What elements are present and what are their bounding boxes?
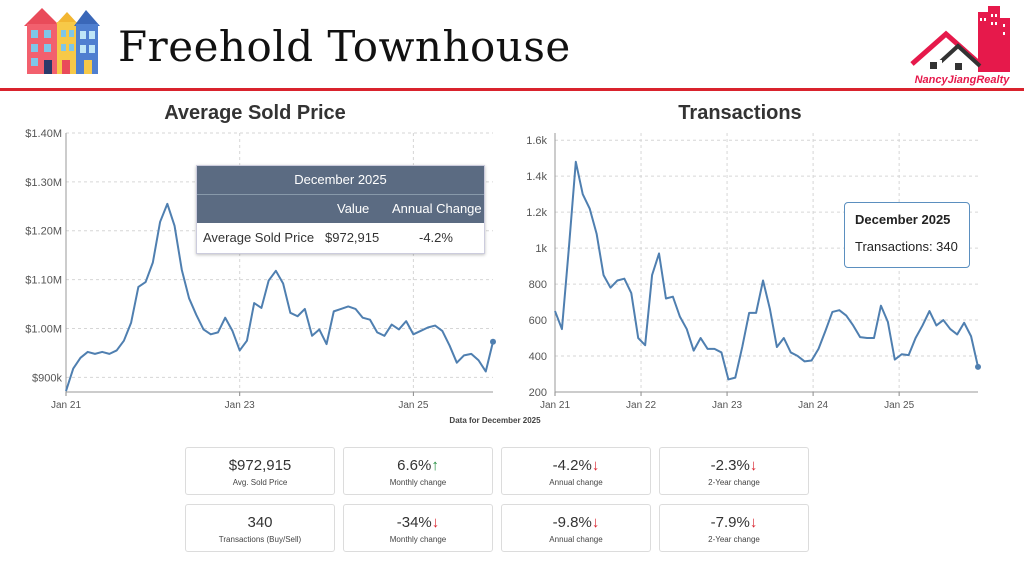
x-tick-label: Jan 22 xyxy=(626,400,656,411)
y-tick-label: $900k xyxy=(32,372,62,384)
realty-logo-icon xyxy=(910,6,1010,72)
logo-text: NancyJiangRealty xyxy=(914,74,1010,86)
tooltip-column-headers: Value Annual Change xyxy=(197,194,484,223)
stat-label: Monthly change xyxy=(389,535,447,544)
x-tick-label: Jan 21 xyxy=(51,400,81,411)
y-tick-label: 600 xyxy=(529,315,547,327)
y-tick-label: $1.00M xyxy=(25,323,62,335)
stat-value-text: 340 xyxy=(247,514,273,531)
stat-label: 2-Year change xyxy=(708,478,760,487)
stat-value-text: -7.9% xyxy=(710,514,750,531)
x-tick-label: Jan 23 xyxy=(225,400,255,411)
stat-value-text: -2.3% xyxy=(710,457,750,474)
stat-value-text: 6.6% xyxy=(397,457,432,474)
y-tick-label: 1.6k xyxy=(526,135,547,147)
stat-value: -9.8%↓ xyxy=(502,514,650,532)
stat-card: 340 Transactions (Buy/Sell) xyxy=(185,504,335,552)
series-line[interactable] xyxy=(554,160,979,381)
stat-value: -4.2%↓ xyxy=(502,457,650,475)
y-tick-label: $1.30M xyxy=(25,177,62,189)
tooltip-col-value: Value xyxy=(337,201,370,216)
stat-label: Annual change xyxy=(549,535,603,544)
y-tick-label: $1.20M xyxy=(25,226,62,238)
stat-label: Transactions (Buy/Sell) xyxy=(218,535,302,544)
y-tick-label: 1.4k xyxy=(526,171,547,183)
stat-value: -34%↓ xyxy=(344,514,492,532)
x-tick-label: Jan 21 xyxy=(540,400,570,411)
header-divider xyxy=(0,88,1024,91)
arrow-down-icon: ↓ xyxy=(591,514,600,531)
stat-card: -7.9%↓ 2-Year change xyxy=(659,504,809,552)
tooltip-row-label: Average Sold Price xyxy=(203,230,315,245)
stat-value-text: -4.2% xyxy=(552,457,592,474)
tooltip-label: Transactions: 340 xyxy=(855,239,958,254)
stat-card: -34%↓ Monthly change xyxy=(343,504,493,552)
stat-card: -9.8%↓ Annual change xyxy=(501,504,651,552)
x-tick-label: Jan 25 xyxy=(398,400,428,411)
stat-value: $972,915 xyxy=(186,457,334,475)
hover-point[interactable] xyxy=(490,338,496,345)
stat-value: -7.9%↓ xyxy=(660,514,808,532)
tooltip-row-value: $972,915 xyxy=(325,230,380,245)
x-tick-label: Jan 23 xyxy=(712,400,742,411)
arrow-down-icon: ↓ xyxy=(591,457,600,474)
chart-title-avg-price: Average Sold Price xyxy=(164,102,346,124)
avg-price-tooltip: December 2025 Value Annual Change Averag… xyxy=(196,165,485,254)
transactions-tooltip: December 2025 Transactions: 340 xyxy=(844,202,970,268)
stat-label: Monthly change xyxy=(389,478,447,487)
y-tick-label: $1.10M xyxy=(25,275,62,287)
arrow-up-icon: ↑ xyxy=(431,457,439,474)
data-note: Data for December 2025 xyxy=(449,416,541,425)
y-tick-label: 200 xyxy=(529,387,547,399)
y-tick-label: $1.40M xyxy=(25,128,62,140)
tooltip-col-change: Annual Change xyxy=(392,201,482,216)
stat-value-text: -9.8% xyxy=(552,514,592,531)
hover-point[interactable] xyxy=(975,363,981,370)
arrow-down-icon: ↓ xyxy=(749,514,758,531)
chart-title-transactions: Transactions xyxy=(678,102,802,124)
tooltip-row: Average Sold Price $972,915 -4.2% xyxy=(197,223,484,253)
series-line[interactable] xyxy=(65,202,494,392)
stat-card: 6.6%↑ Monthly change xyxy=(343,447,493,495)
y-tick-label: 1.2k xyxy=(526,207,547,219)
stat-card: -4.2%↓ Annual change xyxy=(501,447,651,495)
y-tick-label: 800 xyxy=(529,279,547,291)
stat-value: 6.6%↑ xyxy=(344,457,492,475)
stat-card: -2.3%↓ 2-Year change xyxy=(659,447,809,495)
tooltip-period: December 2025 xyxy=(855,212,951,227)
stat-label: Annual change xyxy=(549,478,603,487)
tooltip-period: December 2025 xyxy=(197,166,484,194)
stat-value: -2.3%↓ xyxy=(660,457,808,475)
stat-value-text: $972,915 xyxy=(228,457,292,474)
arrow-down-icon: ↓ xyxy=(431,514,440,531)
townhouse-icon xyxy=(24,8,100,74)
y-tick-label: 400 xyxy=(529,351,547,363)
x-tick-label: Jan 24 xyxy=(798,400,828,411)
stat-value: 340 xyxy=(186,514,334,532)
stat-value-text: -34% xyxy=(396,514,432,531)
stat-label: Avg. Sold Price xyxy=(232,478,288,487)
stat-card: $972,915 Avg. Sold Price xyxy=(185,447,335,495)
x-tick-label: Jan 25 xyxy=(884,400,914,411)
header: Freehold Townhouse NancyJiangRealty xyxy=(0,0,1024,92)
arrow-down-icon: ↓ xyxy=(749,457,758,474)
tooltip-row-change: -4.2% xyxy=(419,230,453,245)
page-title: Freehold Townhouse xyxy=(118,22,571,71)
stat-label: 2-Year change xyxy=(708,535,760,544)
y-tick-label: 1k xyxy=(535,243,547,255)
